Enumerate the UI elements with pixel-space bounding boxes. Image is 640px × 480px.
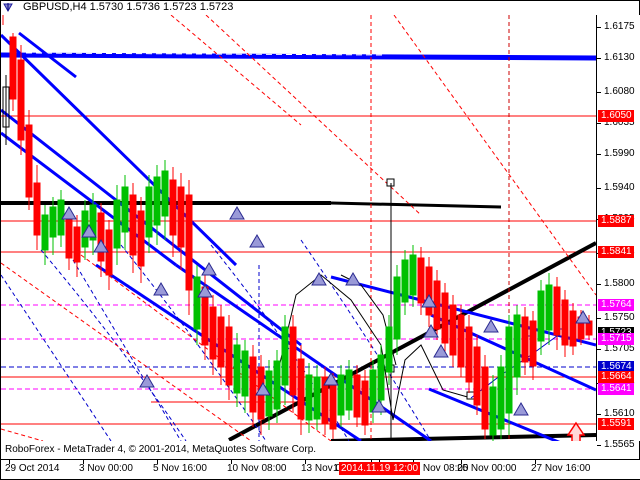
price-tick-label: 1.5565 bbox=[604, 439, 635, 450]
tick-dash bbox=[597, 123, 601, 124]
tick-dash bbox=[597, 414, 601, 415]
price-tick-label: 1.5705 bbox=[604, 343, 635, 354]
fractal-markers bbox=[61, 206, 591, 416]
price-tick: 1.6035 bbox=[597, 117, 640, 130]
price-level-label-magenta[interactable]: 1.5641 bbox=[598, 383, 634, 395]
time-tick-dash bbox=[157, 460, 158, 464]
price-tick-label: 1.6130 bbox=[604, 52, 635, 63]
price-tick-label: 1.6175 bbox=[604, 21, 635, 32]
tick-dash bbox=[597, 188, 601, 189]
price-tick: 1.6080 bbox=[597, 86, 640, 99]
price-tick-label: 1.5800 bbox=[604, 278, 635, 289]
price-tick-label: 1.5610 bbox=[604, 408, 635, 419]
price-tick: 1.6175 bbox=[597, 21, 640, 34]
time-axis-label: 3 Nov 00:00 bbox=[79, 463, 133, 474]
tick-dash bbox=[597, 154, 601, 155]
price-scale[interactable]: 1.6175 1.6130 1.6080 1.6035 1.5990 1.5940 1.58… bbox=[596, 15, 640, 450]
time-axis-label: 27 Nov 16:00 bbox=[531, 463, 591, 474]
fibo-fan-red-dashed bbox=[1, 15, 596, 441]
trendline-black-lower-right bbox=[330, 433, 596, 441]
price-level-label-blue[interactable]: 1.5674 bbox=[598, 361, 634, 373]
price-tick-label: 1.5990 bbox=[604, 148, 635, 159]
time-tick-dash bbox=[535, 460, 536, 464]
candlestick-series bbox=[2, 33, 593, 441]
tick-dash bbox=[597, 27, 601, 28]
chart-titlebar: GBPUSD,H4 1.5730 1.5736 1.5723 1.5723 bbox=[1, 1, 640, 15]
price-tick: 1.5940 bbox=[597, 182, 640, 195]
price-tick-label: 1.5940 bbox=[604, 182, 635, 193]
tick-dash bbox=[597, 349, 601, 350]
price-level-label-magenta[interactable]: 1.5715 bbox=[598, 333, 634, 345]
chart-plot-area[interactable] bbox=[1, 15, 596, 441]
time-axis-label: 13 Nov 00:00 bbox=[301, 463, 361, 474]
crosshair-time-label: 2014.11.19 12:00 bbox=[339, 462, 421, 475]
trendline-black-rising bbox=[228, 241, 596, 441]
price-tick-label: 1.5750 bbox=[604, 312, 635, 323]
chart-title: GBPUSD,H4 1.5730 1.5736 1.5723 1.5723 bbox=[23, 1, 234, 13]
price-tick: 1.5610 bbox=[597, 408, 640, 421]
price-level-label-magenta[interactable]: 1.5764 bbox=[598, 299, 634, 311]
tick-dash bbox=[597, 284, 601, 285]
time-axis[interactable]: 29 Oct 2014 3 Nov 00:00 5 Nov 16:00 10 Nov … bbox=[1, 459, 640, 479]
chart-canvas bbox=[1, 15, 596, 441]
time-axis-label: 5 Nov 16:00 bbox=[153, 463, 207, 474]
time-tick-dash bbox=[461, 460, 462, 464]
price-tick: 1.5750 bbox=[597, 312, 640, 325]
price-level-label-red[interactable]: 1.5841 bbox=[598, 246, 634, 258]
price-tick: 1.5705 bbox=[597, 343, 640, 356]
price-tick-label: 1.6035 bbox=[604, 117, 635, 128]
resistance-blue-thick bbox=[1, 52, 596, 61]
time-axis-label: 29 Oct 2014 bbox=[5, 463, 60, 474]
tick-dash bbox=[597, 445, 601, 446]
symbol-fractal-icon bbox=[3, 3, 13, 13]
price-tick: 1.5990 bbox=[597, 148, 640, 161]
time-tick-dash bbox=[305, 460, 306, 464]
crosshair-vertical bbox=[258, 15, 510, 441]
time-tick-dash bbox=[9, 460, 10, 464]
price-tick: 1.6130 bbox=[597, 52, 640, 65]
time-axis-label: 10 Nov 08:00 bbox=[227, 463, 287, 474]
price-level-label-red[interactable]: 1.6050 bbox=[598, 110, 634, 122]
price-level-label-red[interactable]: 1.5591 bbox=[598, 418, 634, 430]
tick-dash bbox=[597, 92, 601, 93]
price-level-label-red[interactable]: 1.5887 bbox=[598, 215, 634, 227]
tick-dash bbox=[597, 318, 601, 319]
price-tick-label: 1.6080 bbox=[604, 86, 635, 97]
price-tick: 1.5800 bbox=[597, 278, 640, 291]
tick-dash bbox=[597, 58, 601, 59]
time-axis-label: 25 Nov 00:00 bbox=[457, 463, 517, 474]
price-tick: 1.5565 bbox=[597, 439, 640, 452]
copyright-text: RoboForex - MetaTrader 4, © 2001-2014, M… bbox=[5, 444, 317, 455]
time-tick-dash bbox=[83, 460, 84, 464]
buy-signal-up-arrow bbox=[566, 421, 586, 441]
price-level-label-red[interactable]: 1.5664 bbox=[598, 371, 634, 383]
time-tick-dash bbox=[231, 460, 232, 464]
support-black-thick bbox=[1, 201, 502, 209]
time-axis-label: 20 Nov 08:00 bbox=[409, 463, 469, 474]
